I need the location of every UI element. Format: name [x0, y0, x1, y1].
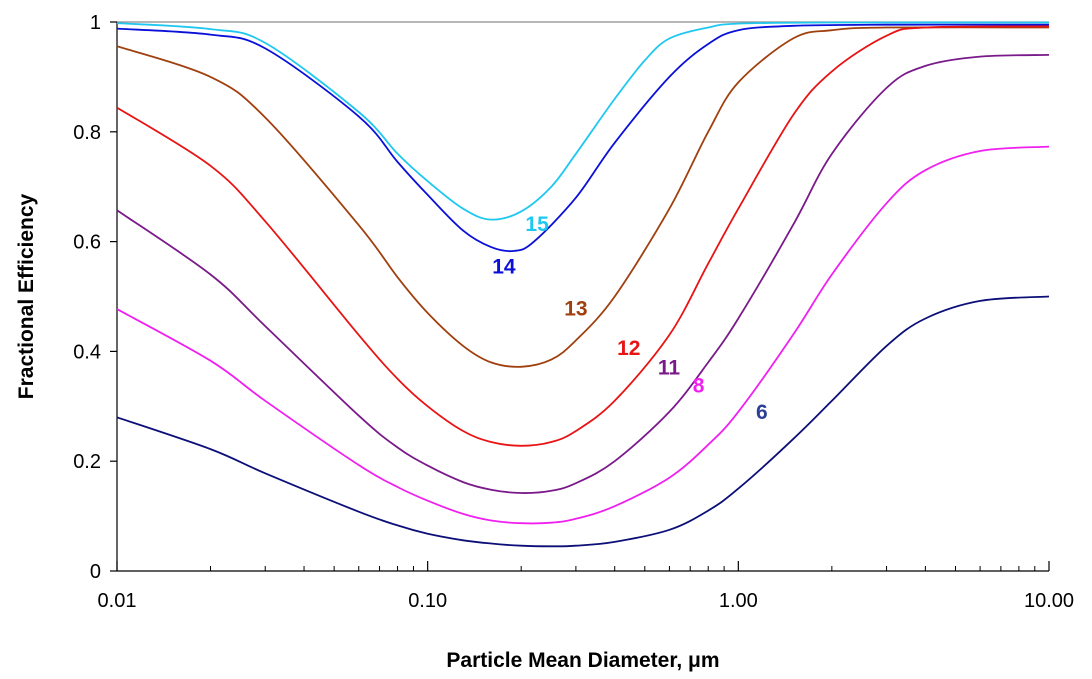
series-line-8: [116, 145, 1050, 525]
curve-label-13: 13: [564, 298, 587, 321]
curve-label-14: 14: [492, 255, 516, 278]
x-tick-label: 10.00: [1024, 590, 1074, 612]
y-tick-label: 0: [90, 561, 101, 583]
curve-label-15: 15: [525, 213, 549, 236]
curve-label-8: 8: [693, 375, 705, 398]
series-line-14: [116, 23, 1050, 253]
x-axis-title: Particle Mean Diameter, μm: [446, 649, 719, 672]
y-axis: 0 0.2 0.4 0.6 0.8 1: [73, 12, 117, 583]
curve-labels: 15 14 13 12 11 8 6: [492, 213, 767, 424]
y-tick-label: 0.2: [73, 451, 101, 473]
x-tick-label: 0.01: [98, 590, 137, 612]
y-tick-label: 1: [90, 12, 101, 34]
x-tick-label: 1.00: [719, 590, 758, 612]
series-layer: [116, 21, 1050, 548]
series-line-13: [116, 26, 1050, 368]
series-line-11: [116, 54, 1050, 494]
x-axis: 0.01 0.10 1.00 10.00: [98, 561, 1074, 612]
y-tick-label: 0.8: [73, 122, 101, 144]
curve-label-11: 11: [658, 356, 681, 379]
x-tick-label: 0.10: [408, 590, 447, 612]
y-tick-label: 0.4: [73, 341, 101, 363]
curve-label-12: 12: [617, 337, 640, 360]
y-axis-title: Fractional Efficiency: [15, 193, 38, 399]
series-line-6: [116, 295, 1050, 548]
curve-label-6: 6: [756, 401, 768, 424]
series-line-15: [116, 21, 1050, 221]
y-tick-label: 0.6: [73, 232, 101, 254]
series-line-12: [116, 25, 1050, 447]
